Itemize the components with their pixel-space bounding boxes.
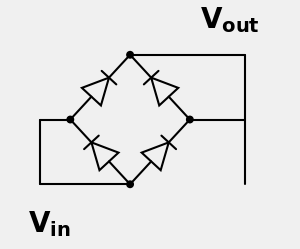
Text: $\mathbf{V_{out}}$: $\mathbf{V_{out}}$ [200, 5, 260, 35]
Circle shape [127, 52, 133, 58]
Circle shape [127, 181, 133, 187]
Circle shape [187, 116, 193, 123]
Text: $\mathbf{V_{in}}$: $\mathbf{V_{in}}$ [28, 209, 71, 239]
Circle shape [67, 116, 74, 123]
